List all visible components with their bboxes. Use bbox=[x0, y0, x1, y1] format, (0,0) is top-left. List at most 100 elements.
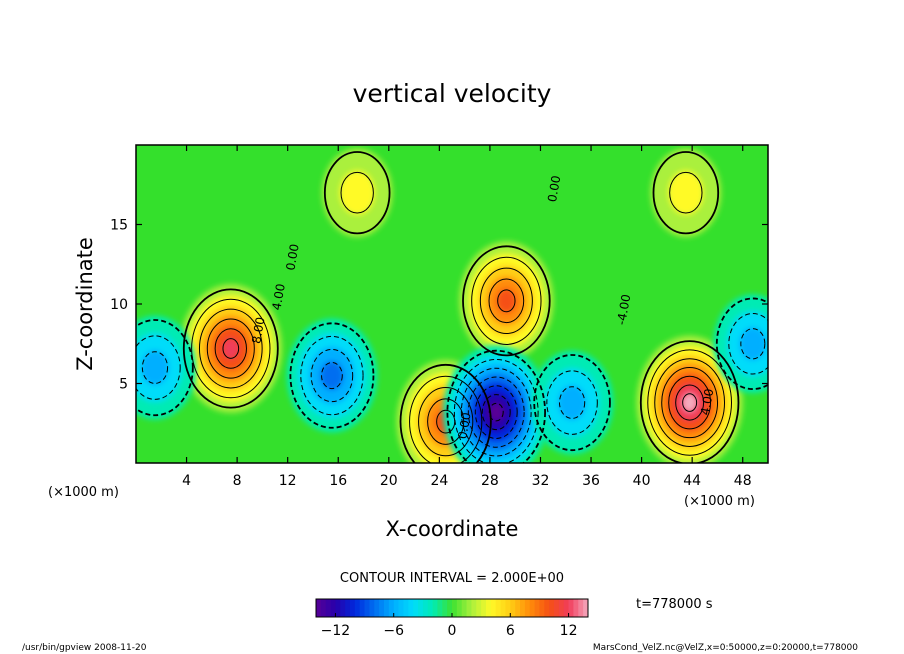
y-axis-title: Z-coordinate bbox=[73, 237, 97, 371]
colorbar-tick-label: 12 bbox=[560, 623, 578, 639]
contour-label: 0.00 bbox=[283, 243, 301, 272]
colorbar-tick-label: −6 bbox=[383, 623, 404, 639]
x-tick-label: 32 bbox=[532, 473, 550, 489]
contour-line bbox=[652, 151, 720, 235]
colorbar-cell bbox=[505, 599, 511, 617]
contour-line bbox=[321, 361, 343, 390]
contour-line bbox=[136, 319, 194, 417]
colorbar-cell bbox=[500, 599, 506, 617]
colorbar-cell bbox=[369, 599, 375, 617]
contour-line bbox=[546, 370, 598, 435]
contour-label: 4.00 bbox=[269, 283, 287, 312]
colorbar-cell bbox=[558, 599, 565, 617]
colorbar-cell bbox=[384, 599, 390, 617]
colorbar-cell bbox=[316, 599, 322, 617]
contour-line bbox=[427, 398, 465, 445]
colorbar-cell bbox=[354, 599, 361, 617]
contour-line bbox=[481, 394, 511, 431]
colorbar-cell bbox=[374, 599, 380, 617]
colorbar-cell bbox=[427, 599, 433, 617]
colorbar-cell bbox=[422, 599, 429, 617]
colorbar-cell bbox=[510, 599, 516, 617]
contour-line bbox=[191, 298, 271, 399]
x-unit-right: (×1000 m) bbox=[684, 494, 755, 509]
colorbar-cell bbox=[359, 599, 365, 617]
colorbar-cell bbox=[461, 599, 467, 617]
downdraft-cell bbox=[136, 315, 197, 420]
contour-line bbox=[474, 385, 518, 439]
colorbar-cell bbox=[524, 599, 531, 617]
updraft-cell bbox=[459, 241, 554, 361]
x-tick-label: 40 bbox=[633, 473, 651, 489]
colorbar-tick-label: 0 bbox=[448, 623, 457, 639]
colorbar-cell bbox=[320, 599, 327, 617]
colorbar-cell bbox=[325, 599, 331, 617]
updraft-cell bbox=[179, 284, 282, 413]
colorbar-cell bbox=[466, 599, 472, 617]
colorbar-cell bbox=[578, 599, 584, 617]
contour-line bbox=[497, 289, 516, 313]
colorbar-cell bbox=[335, 599, 341, 617]
footer-left: /usr/bin/gpview 2008-11-20 bbox=[22, 643, 147, 653]
colorbar-tick-label: 6 bbox=[506, 623, 515, 639]
x-tick-label: 24 bbox=[430, 473, 448, 489]
contour-line bbox=[340, 171, 374, 214]
colorbar-cell bbox=[495, 599, 501, 617]
contour-line bbox=[136, 335, 181, 400]
colorbar-cell bbox=[340, 599, 346, 617]
contour-line bbox=[323, 151, 391, 235]
contour-line bbox=[533, 354, 611, 452]
contour-line bbox=[467, 376, 525, 448]
contour-line bbox=[669, 171, 703, 214]
contour-line bbox=[453, 358, 539, 463]
colorbar-cell bbox=[529, 599, 535, 617]
y-tick-label: 10 bbox=[110, 297, 128, 313]
x-axis-title: X-coordinate bbox=[386, 517, 519, 541]
colorbar-cell bbox=[476, 599, 482, 617]
contour-line bbox=[399, 363, 492, 463]
colorbar-cell bbox=[452, 599, 458, 617]
x-tick-label: 28 bbox=[481, 473, 499, 489]
contour-line bbox=[740, 328, 766, 360]
contour-label: -4.00 bbox=[614, 293, 633, 326]
time-label: t=778000 s bbox=[636, 597, 713, 612]
contour-line bbox=[488, 278, 525, 324]
contour-line bbox=[418, 387, 474, 457]
contour-line bbox=[462, 245, 551, 357]
x-tick-label: 12 bbox=[279, 473, 297, 489]
downdraft-cell bbox=[286, 318, 378, 433]
colorbar-cell bbox=[471, 599, 477, 617]
colorbar-cell bbox=[408, 599, 414, 617]
x-tick-label: 16 bbox=[329, 473, 347, 489]
contour-line bbox=[310, 348, 354, 403]
chart-title: vertical velocity bbox=[353, 79, 552, 108]
colorbar-cell bbox=[437, 599, 443, 617]
colorbar-cell bbox=[418, 599, 424, 617]
contour-line bbox=[647, 349, 732, 456]
colorbar-cell bbox=[549, 599, 555, 617]
contour-line bbox=[206, 318, 255, 379]
colorbar-cell bbox=[583, 599, 589, 617]
colorbar-cell bbox=[520, 599, 526, 617]
contour-line bbox=[654, 358, 726, 447]
colorbar-cell bbox=[515, 599, 521, 617]
updraft-cell bbox=[650, 148, 722, 237]
contour-line bbox=[488, 402, 504, 422]
contour-label: 4.00 bbox=[698, 388, 716, 417]
contour-line bbox=[661, 366, 719, 439]
colorbar-cell bbox=[456, 599, 463, 617]
colorbar: −12 −6 0 6 12 bbox=[315, 598, 589, 639]
colorbar-cell bbox=[563, 599, 569, 617]
colorbar-cell bbox=[350, 599, 356, 617]
downdraft-cell bbox=[530, 350, 614, 455]
colorbar-cell bbox=[398, 599, 404, 617]
colorbar-cell bbox=[573, 599, 579, 617]
contour-line bbox=[222, 338, 240, 359]
colorbar-cell bbox=[379, 599, 385, 617]
contour-line bbox=[182, 288, 279, 409]
colorbar-cell bbox=[544, 599, 550, 617]
x-tick-label: 44 bbox=[683, 473, 701, 489]
contour-label: 8.00 bbox=[249, 316, 267, 345]
colorbar-cell bbox=[539, 599, 545, 617]
